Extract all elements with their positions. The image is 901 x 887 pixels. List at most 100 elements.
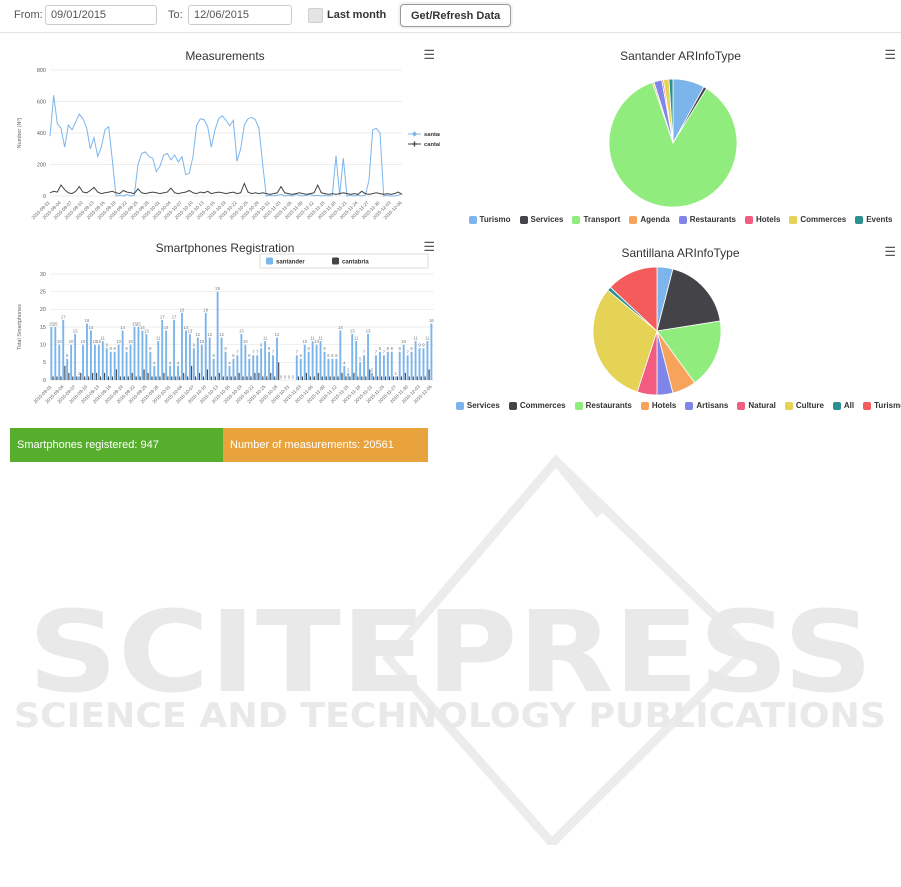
bar-santander[interactable]: [113, 351, 116, 380]
bar-cantabria[interactable]: [84, 376, 86, 381]
bar-santander[interactable]: [363, 355, 366, 381]
bar-santander[interactable]: [133, 327, 136, 380]
bar-cantabria[interactable]: [270, 372, 272, 380]
bar-santander[interactable]: [315, 344, 318, 381]
bar-cantabria[interactable]: [274, 376, 276, 381]
bar-santander[interactable]: [66, 358, 69, 380]
bar-santander[interactable]: [307, 351, 310, 380]
bar-santander[interactable]: [339, 330, 342, 380]
bar-cantabria[interactable]: [325, 376, 327, 381]
bar-santander[interactable]: [355, 341, 358, 380]
bar-cantabria[interactable]: [131, 372, 133, 380]
bar-santander[interactable]: [145, 334, 148, 381]
bar-cantabria[interactable]: [143, 369, 145, 380]
bar-cantabria[interactable]: [373, 376, 375, 381]
bar-santander[interactable]: [382, 355, 385, 381]
bar-cantabria[interactable]: [357, 376, 359, 381]
bar-santander[interactable]: [268, 351, 271, 380]
bar-santander[interactable]: [295, 355, 298, 381]
bar-cantabria[interactable]: [64, 365, 66, 381]
bar-cantabria[interactable]: [309, 376, 311, 381]
bar-cantabria[interactable]: [258, 372, 260, 380]
chart-context-menu-icon[interactable]: ☰: [423, 239, 435, 254]
bar-santander[interactable]: [109, 351, 112, 380]
bar-cantabria[interactable]: [119, 376, 121, 381]
bar-cantabria[interactable]: [278, 362, 280, 380]
legend-item-commerces[interactable]: Commerces: [508, 401, 566, 410]
bar-santander[interactable]: [335, 358, 338, 380]
bar-cantabria[interactable]: [297, 376, 300, 381]
bar-cantabria[interactable]: [226, 376, 228, 381]
bar-cantabria[interactable]: [76, 376, 78, 381]
legend-item-culture[interactable]: Culture: [784, 401, 824, 410]
bar-santander[interactable]: [192, 348, 195, 380]
bar-cantabria[interactable]: [167, 376, 169, 381]
bar-cantabria[interactable]: [388, 376, 391, 381]
bar-santander[interactable]: [153, 365, 156, 381]
bar-cantabria[interactable]: [179, 376, 181, 381]
bar-cantabria[interactable]: [151, 376, 153, 381]
bar-santander[interactable]: [185, 330, 187, 380]
legend-item-commerces[interactable]: Commerces: [789, 215, 846, 224]
bar-santander[interactable]: [252, 355, 255, 381]
bar-cantabria[interactable]: [329, 376, 331, 381]
bar-santander[interactable]: [248, 358, 251, 380]
bar-santander[interactable]: [137, 327, 140, 380]
bar-santander[interactable]: [394, 376, 397, 381]
bar-santander[interactable]: [228, 365, 231, 381]
legend-item-transport[interactable]: Transport: [572, 215, 620, 224]
bar-cantabria[interactable]: [214, 376, 216, 381]
bar-santander[interactable]: [347, 372, 350, 380]
bar-santander[interactable]: [78, 376, 81, 381]
bar-cantabria[interactable]: [210, 376, 212, 381]
bar-cantabria[interactable]: [317, 372, 319, 380]
bar-santander[interactable]: [70, 344, 73, 381]
bar-cantabria[interactable]: [115, 369, 117, 380]
bar-cantabria[interactable]: [369, 369, 371, 380]
santillana-pie-chart[interactable]: [460, 243, 901, 398]
bar-cantabria[interactable]: [392, 376, 395, 381]
bar-santander[interactable]: [406, 355, 409, 381]
bar-santander[interactable]: [343, 365, 346, 381]
bar-santander[interactable]: [74, 334, 77, 381]
bar-cantabria[interactable]: [361, 376, 363, 381]
bar-santander[interactable]: [216, 291, 219, 381]
get-refresh-data-button[interactable]: Get/Refresh Data: [400, 4, 512, 27]
bar-cantabria[interactable]: [111, 376, 113, 381]
bar-santander[interactable]: [220, 337, 223, 380]
bar-santander[interactable]: [371, 372, 373, 380]
bar-santander[interactable]: [323, 351, 326, 380]
bar-santander[interactable]: [105, 348, 108, 380]
bar-cantabria[interactable]: [345, 376, 347, 381]
bar-santander[interactable]: [311, 341, 314, 380]
bar-santander[interactable]: [299, 358, 302, 380]
bar-cantabria[interactable]: [349, 376, 351, 381]
bar-santander[interactable]: [236, 355, 239, 381]
legend-item-hotels[interactable]: Hotels: [744, 215, 780, 224]
bar-santander[interactable]: [418, 348, 421, 380]
legend-item-events[interactable]: Events: [855, 215, 892, 224]
bar-cantabria[interactable]: [96, 372, 98, 380]
bar-santander[interactable]: [101, 341, 104, 380]
bar-cantabria[interactable]: [341, 372, 343, 380]
bar-cantabria[interactable]: [242, 376, 244, 381]
bar-cantabria[interactable]: [103, 372, 106, 380]
bar-santander[interactable]: [62, 319, 65, 380]
bar-santander[interactable]: [414, 341, 417, 380]
bar-santander[interactable]: [181, 312, 183, 381]
bar-santander[interactable]: [208, 337, 211, 380]
bar-santander[interactable]: [402, 344, 405, 381]
bar-santander[interactable]: [97, 344, 100, 381]
bar-cantabria[interactable]: [127, 376, 129, 381]
bar-santander[interactable]: [303, 344, 306, 381]
bar-santander[interactable]: [264, 341, 267, 380]
bar-cantabria[interactable]: [195, 376, 197, 381]
legend-item-turismo[interactable]: Turismo: [863, 401, 901, 410]
bar-cantabria[interactable]: [313, 376, 315, 381]
bar-cantabria[interactable]: [396, 376, 399, 381]
pie-slice-events[interactable]: [668, 78, 674, 144]
bar-cantabria[interactable]: [321, 376, 323, 381]
bar-cantabria[interactable]: [218, 372, 220, 380]
bar-cantabria[interactable]: [88, 376, 90, 381]
